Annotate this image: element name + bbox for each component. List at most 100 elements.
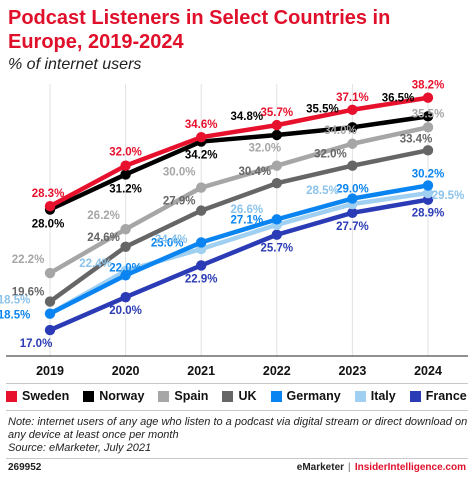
legend-item-spain: Spain: [158, 389, 208, 403]
data-label-france: 20.0%: [109, 305, 142, 317]
legend-divider-top: [6, 383, 468, 384]
data-label-uk: 27.9%: [163, 196, 196, 208]
footer-brand: eMarketer | InsiderIntelligence.com: [297, 462, 466, 473]
chart-subtitle: % of internet users: [8, 56, 142, 73]
legend-item-france: France: [409, 389, 467, 403]
data-label-germany: 30.2%: [412, 168, 445, 180]
data-point-germany: [271, 214, 282, 225]
data-label-spain: 26.2%: [87, 210, 120, 222]
data-point-germany: [196, 237, 207, 248]
data-point-germany: [347, 193, 358, 204]
footnote: Note: internet users of any age who list…: [8, 416, 470, 455]
data-point-sweden: [44, 201, 56, 212]
legend-label: Sweden: [22, 389, 70, 403]
data-label-sweden: 37.1%: [336, 92, 369, 104]
legend-divider-bottom: [6, 410, 468, 411]
data-point-norway: [347, 122, 358, 133]
data-point-france: [271, 229, 282, 240]
data-label-uk: 24.6%: [87, 232, 120, 244]
data-label-norway: 34.2%: [185, 150, 218, 162]
data-label-italy: 18.5%: [0, 295, 30, 307]
data-point-spain: [422, 122, 434, 133]
chart-id: 269952: [8, 462, 42, 473]
data-label-germany: 18.5%: [0, 310, 30, 322]
data-label-uk: 32.0%: [314, 149, 347, 161]
data-label-sweden: 34.6%: [185, 119, 218, 131]
x-tick-label: 2023: [338, 364, 366, 378]
data-point-uk: [196, 205, 207, 216]
data-label-italy: 26.6%: [230, 204, 263, 216]
data-point-germany: [422, 180, 434, 191]
data-point-germany: [120, 270, 131, 281]
data-label-uk: 19.6%: [12, 287, 45, 299]
series-line-germany: [47, 183, 431, 316]
legend-label: France: [425, 389, 467, 403]
legend-item-norway: Norway: [83, 389, 144, 403]
footnote-note: Note: internet users of any age who list…: [8, 416, 468, 441]
data-point-uk: [271, 178, 282, 189]
x-tick-label: 2020: [112, 364, 140, 378]
data-label-france: 28.9%: [412, 208, 445, 220]
data-point-spain: [347, 138, 358, 149]
legend-swatch: [6, 390, 17, 402]
data-label-spain: 30.0%: [163, 167, 196, 179]
data-point-sweden: [120, 160, 131, 171]
data-label-sweden: 28.3%: [32, 188, 65, 200]
legend-label: Italy: [370, 389, 396, 403]
data-point-norway: [271, 129, 282, 141]
brand-separator: |: [348, 462, 351, 473]
data-point-norway: [422, 111, 434, 122]
data-label-italy: 24.4%: [155, 234, 188, 246]
data-label-norway: 34.8%: [230, 111, 263, 123]
data-label-sweden: 32.0%: [109, 147, 142, 159]
data-point-sweden: [271, 119, 282, 131]
series-line-spain: [47, 125, 431, 276]
x-tick-label: 2024: [414, 364, 442, 378]
data-point-uk: [44, 296, 56, 307]
data-point-france: [347, 207, 358, 219]
legend-swatch: [158, 390, 170, 402]
data-point-italy: [422, 187, 434, 199]
data-point-norway: [120, 169, 131, 180]
x-tick-label: 2022: [263, 364, 291, 378]
legend-swatch: [409, 390, 421, 402]
data-label-germany: 29.0%: [336, 184, 369, 196]
data-point-spain: [271, 160, 282, 171]
series-line-norway: [47, 114, 431, 212]
legend-label: Norway: [99, 389, 145, 403]
data-label-uk: 30.4%: [238, 166, 271, 178]
footer-divider: [6, 458, 468, 459]
data-point-uk: [120, 241, 131, 252]
brand-emarketer: eMarketer: [296, 462, 345, 473]
line-chart: 2019 2020 2021 2022 2023 2024 28.3% 32.0% 34.6% 3…: [0, 80, 468, 378]
data-point-sweden: [347, 104, 358, 115]
data-label-germany: 27.1%: [230, 214, 263, 226]
legend-item-sweden: Sweden: [6, 389, 69, 403]
legend-swatch: [270, 390, 282, 402]
series-line-italy: [47, 190, 431, 316]
series-line-uk: [47, 148, 431, 304]
data-point-uk: [422, 145, 434, 156]
data-point-spain: [196, 182, 207, 193]
data-point-france: [196, 260, 207, 271]
legend-label: Spain: [174, 389, 209, 403]
data-label-norway: 36.5%: [382, 92, 415, 104]
brand-insider-intelligence: InsiderIntelligence.com: [354, 462, 466, 473]
legend-label: Germany: [286, 389, 341, 403]
legend-item-germany: Germany: [270, 389, 341, 403]
legend-swatch: [222, 390, 234, 402]
data-point-sweden: [196, 131, 207, 143]
legend-label: UK: [238, 389, 257, 403]
data-label-spain: 34.0%: [324, 125, 357, 137]
data-point-sweden: [422, 92, 434, 103]
legend-item-uk: UK: [222, 389, 257, 403]
series-line-france: [47, 197, 431, 333]
data-label-spain: 32.0%: [248, 143, 281, 155]
x-tick-label: 2021: [187, 364, 215, 378]
legend-swatch: [83, 390, 95, 402]
data-label-italy: 28.5%: [306, 185, 339, 197]
data-label-spain: 22.2%: [12, 254, 45, 266]
data-label-france: 22.9%: [185, 273, 218, 285]
legend-swatch: [354, 390, 366, 402]
chart-title: Podcast Listeners in Select Countries in…: [8, 7, 391, 53]
